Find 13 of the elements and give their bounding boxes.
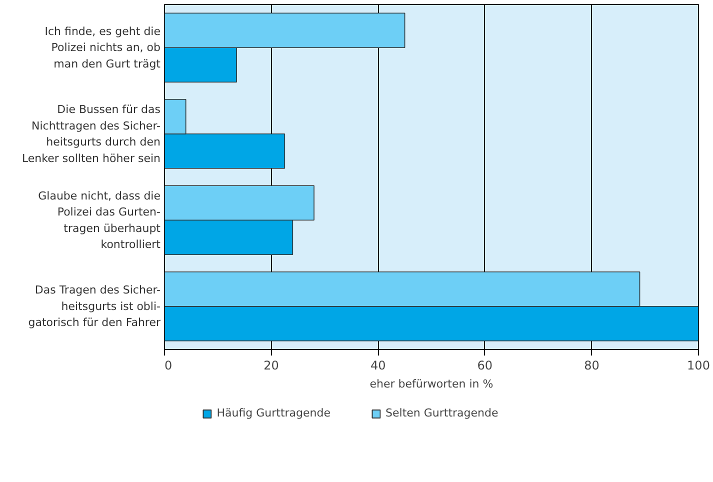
x-tick-label: 100: [687, 358, 710, 372]
legend-label: Selten Gurttragende: [386, 406, 498, 420]
y-tick-label: Das Tragen des Sicher- heitsgurts ist obli- gatorisch für den Fahrer: [28, 284, 161, 330]
x-tick-label: 0: [164, 358, 172, 372]
x-tick-label: 20: [264, 358, 279, 372]
x-axis-title: eher befürworten in %: [370, 378, 494, 390]
x-tick-label: 60: [477, 358, 493, 372]
y-tick-label: Glaube nicht, dass die Polizei das Gurten- tragen überhaupt kontrolliert: [38, 189, 162, 251]
x-tick-label: 80: [584, 358, 600, 372]
y-tick-label: Die Bussen für das Nichttragen des Sicher- heitsgurts durch den Lenker sollten höher sein: [22, 103, 161, 165]
legend-label: Häufig Gurttragende: [216, 406, 331, 420]
y-tick-label: Ich finde, es geht die Polizei nichts an, ob man den Gurt trägt: [44, 24, 162, 70]
x-tick-label: 40: [370, 358, 386, 372]
